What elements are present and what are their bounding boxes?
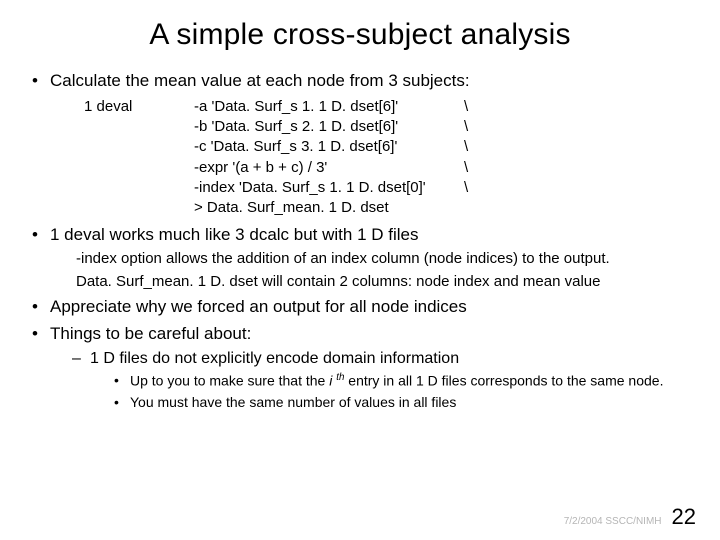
bullet-list-level1: Calculate the mean value at each node fr… bbox=[28, 70, 692, 412]
code-arg: -expr '(a + b + c) / 3' bbox=[194, 158, 464, 178]
code-backslash: \ bbox=[464, 137, 494, 157]
code-arg: -c 'Data. Surf_s 3. 1 D. dset[6]' bbox=[194, 137, 464, 157]
code-row: > Data. Surf_mean. 1 D. dset bbox=[84, 198, 692, 218]
code-blank bbox=[84, 178, 194, 198]
code-blank bbox=[84, 198, 194, 218]
code-arg: > Data. Surf_mean. 1 D. dset bbox=[194, 198, 464, 218]
bullet-1-text: Calculate the mean value at each node fr… bbox=[50, 71, 470, 90]
dot-bullet-1: Up to you to make sure that the i th ent… bbox=[112, 371, 692, 391]
code-row: -index 'Data. Surf_s 1. 1 D. dset[0]' \ bbox=[84, 178, 692, 198]
code-backslash: \ bbox=[464, 158, 494, 178]
footer-date: 7/2/2004 SSCC/NIMH bbox=[564, 516, 662, 527]
code-arg: -a 'Data. Surf_s 1. 1 D. dset[6]' bbox=[194, 97, 464, 117]
bullet-2-subtext-2: Data. Surf_mean. 1 D. dset will contain … bbox=[76, 272, 692, 292]
bullet-2-text: 1 deval works much like 3 dcalc but with… bbox=[50, 225, 419, 244]
dot-bullet-2: You must have the same number of values … bbox=[112, 393, 692, 412]
code-backslash: \ bbox=[464, 178, 494, 198]
dot-bullet-1-pre: Up to you to make sure that the bbox=[130, 373, 329, 389]
dot-bullet-2-text: You must have the same number of values … bbox=[130, 394, 456, 410]
dot-bullet-1-post: entry in all 1 D files corresponds to th… bbox=[344, 373, 663, 389]
bullet-list-level3: Up to you to make sure that the i th ent… bbox=[90, 371, 692, 411]
dash-bullet-1: 1 D files do not explicitly encode domai… bbox=[68, 348, 692, 412]
bullet-4-text: Things to be careful about: bbox=[50, 324, 251, 343]
page-number: 22 bbox=[672, 504, 696, 530]
code-block: 1 deval -a 'Data. Surf_s 1. 1 D. dset[6]… bbox=[84, 97, 692, 219]
bullet-3: Appreciate why we forced an output for a… bbox=[28, 296, 692, 319]
code-command: 1 deval bbox=[84, 97, 194, 117]
code-row: -b 'Data. Surf_s 2. 1 D. dset[6]' \ bbox=[84, 117, 692, 137]
code-blank bbox=[84, 158, 194, 178]
code-arg: -b 'Data. Surf_s 2. 1 D. dset[6]' bbox=[194, 117, 464, 137]
code-blank bbox=[84, 137, 194, 157]
slide-title: A simple cross-subject analysis bbox=[28, 18, 692, 52]
code-row: 1 deval -a 'Data. Surf_s 1. 1 D. dset[6]… bbox=[84, 97, 692, 117]
slide-container: A simple cross-subject analysis Calculat… bbox=[0, 0, 720, 412]
code-backslash: \ bbox=[464, 117, 494, 137]
code-backslash bbox=[464, 198, 494, 218]
dash-bullet-1-text: 1 D files do not explicitly encode domai… bbox=[90, 350, 459, 367]
code-row: -expr '(a + b + c) / 3' \ bbox=[84, 158, 692, 178]
bullet-2-subtext-1: -index option allows the addition of an … bbox=[76, 249, 692, 269]
slide-footer: 7/2/2004 SSCC/NIMH 22 bbox=[564, 504, 696, 530]
code-blank bbox=[84, 117, 194, 137]
bullet-2: 1 deval works much like 3 dcalc but with… bbox=[28, 224, 692, 291]
bullet-3-text: Appreciate why we forced an output for a… bbox=[50, 297, 467, 316]
code-row: -c 'Data. Surf_s 3. 1 D. dset[6]' \ bbox=[84, 137, 692, 157]
code-backslash: \ bbox=[464, 97, 494, 117]
bullet-1: Calculate the mean value at each node fr… bbox=[28, 70, 692, 218]
code-arg: -index 'Data. Surf_s 1. 1 D. dset[0]' bbox=[194, 178, 464, 198]
bullet-4: Things to be careful about: 1 D files do… bbox=[28, 323, 692, 412]
bullet-list-level2: 1 D files do not explicitly encode domai… bbox=[50, 348, 692, 412]
